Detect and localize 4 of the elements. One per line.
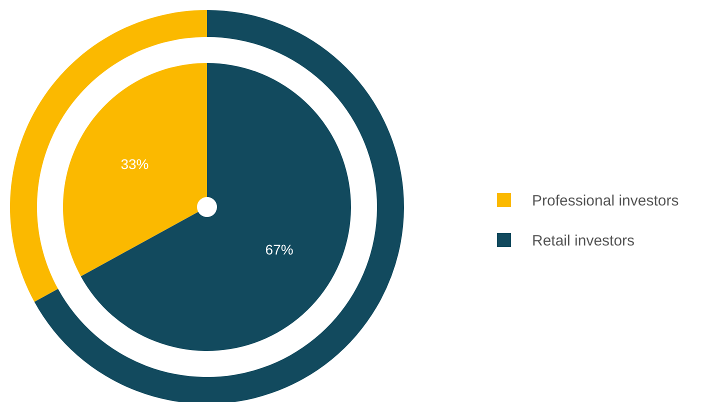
legend-label: Professional investors xyxy=(532,192,679,210)
legend-label: Retail investors xyxy=(532,232,635,250)
data-label: 67% xyxy=(265,242,294,258)
data-label: 33% xyxy=(120,156,149,172)
